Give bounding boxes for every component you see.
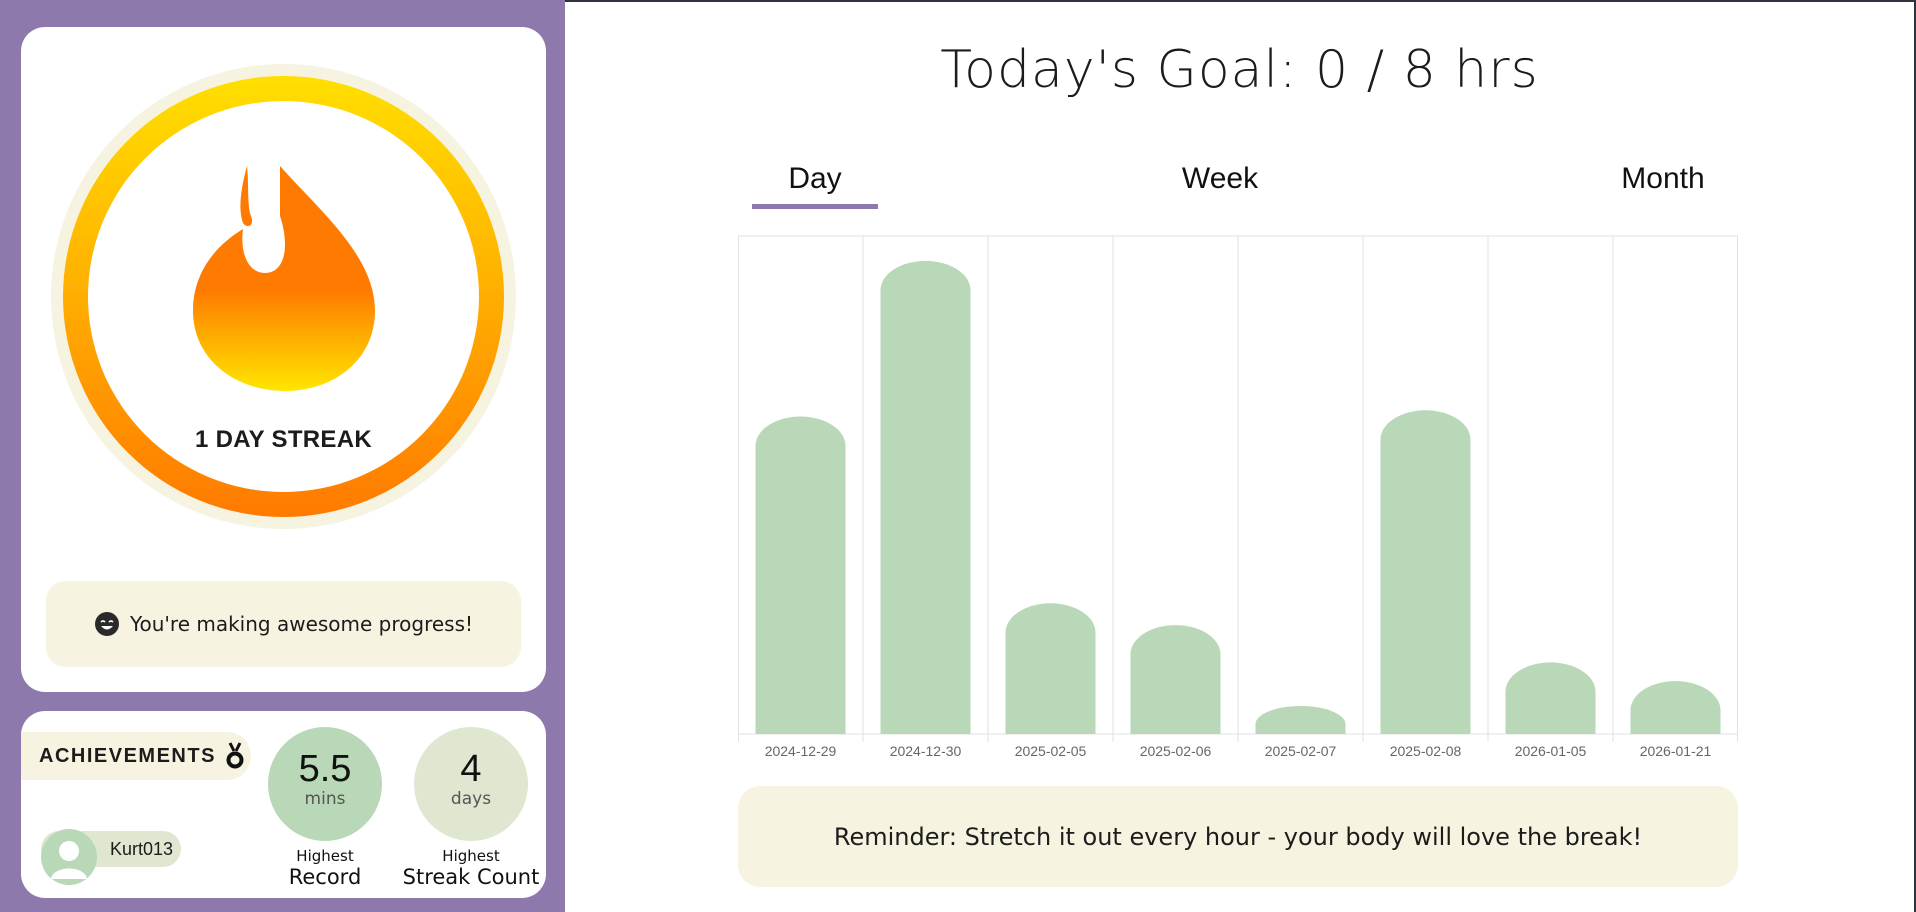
goal-title: Today's Goal: 0 / 8 hrs — [940, 40, 1539, 100]
achievements-heading: ACHIEVEMENTS — [21, 732, 251, 780]
highest-streak-circle: 4 days — [414, 727, 528, 841]
daily-usage-chart: 2024-12-29 2024-12-30 2025-02-05 2025-02-06… — [738, 235, 1738, 759]
highest-streak-value: 4 — [460, 748, 482, 790]
highest-record-caption-big: Record — [288, 865, 362, 889]
main-panel: Today's Goal: 0 / 8 hrs Day Week Month 2… — [565, 2, 1914, 912]
chart-bar — [1130, 625, 1221, 734]
streak-badge: 1 DAY STREAK — [51, 64, 516, 529]
chart-bar — [1005, 603, 1096, 734]
highest-streak-unit: days — [450, 789, 492, 809]
chart-x-tick-label: 2026-01-05 — [1515, 743, 1587, 759]
achievements-title: ACHIEVEMENTS — [39, 744, 216, 767]
chart-x-tick-label: 2025-02-06 — [1140, 743, 1212, 759]
chart-x-tick-label: 2025-02-08 — [1390, 743, 1462, 759]
tab-week[interactable]: Week — [1181, 162, 1259, 195]
highest-record-caption: Highest Record — [245, 847, 405, 889]
chart-bar — [880, 260, 971, 734]
avatar[interactable] — [41, 829, 97, 885]
username: Kurt013 — [110, 839, 174, 859]
highest-streak-caption-small: Highest — [442, 847, 500, 865]
progress-message-box: You're making awesome progress! — [46, 581, 521, 667]
streak-label: 1 DAY STREAK — [195, 426, 372, 453]
active-tab-indicator — [752, 204, 878, 209]
chart-bar — [1505, 662, 1596, 734]
chart-x-tick-label: 2026-01-21 — [1640, 743, 1712, 759]
highest-streak-caption: Highest Streak Count — [391, 847, 551, 889]
achievements-card: ACHIEVEMENTS Kurt013 5.5 mins — [21, 711, 546, 898]
highest-record-circle: 5.5 mins — [268, 727, 382, 841]
flame-icon — [193, 166, 375, 391]
chart-bar — [1255, 705, 1346, 734]
streak-ring: 1 DAY STREAK — [63, 76, 504, 517]
highest-record-value: 5.5 — [298, 748, 352, 790]
tab-month[interactable]: Month — [1621, 162, 1705, 195]
chart-bar — [1630, 681, 1721, 734]
streak-ring-inner: 1 DAY STREAK — [88, 101, 479, 492]
chart-x-tick-label: 2025-02-07 — [1265, 743, 1337, 759]
user-icon — [51, 841, 87, 879]
chart-bar — [1380, 410, 1471, 734]
medal-icon — [226, 742, 244, 769]
reminder-box: Reminder: Stretch it out every hour - yo… — [738, 786, 1738, 887]
reminder-text: Reminder: Stretch it out every hour - yo… — [833, 822, 1643, 851]
highest-record-unit: mins — [304, 789, 346, 809]
highest-record-caption-small: Highest — [296, 847, 354, 865]
chart-x-tick-label: 2024-12-29 — [765, 743, 837, 759]
tab-day[interactable]: Day — [788, 162, 842, 195]
sidebar: 1 DAY STREAK You're making awesome progr… — [0, 0, 565, 912]
chart-x-tick-label: 2025-02-05 — [1015, 743, 1087, 759]
grinning-face-icon — [94, 612, 119, 636]
progress-message: You're making awesome progress! — [129, 612, 474, 636]
highest-streak-caption-big: Streak Count — [402, 865, 540, 889]
streak-card: 1 DAY STREAK You're making awesome progr… — [21, 27, 546, 692]
chart-x-tick-label: 2024-12-30 — [890, 743, 962, 759]
chart-bar — [755, 416, 846, 734]
